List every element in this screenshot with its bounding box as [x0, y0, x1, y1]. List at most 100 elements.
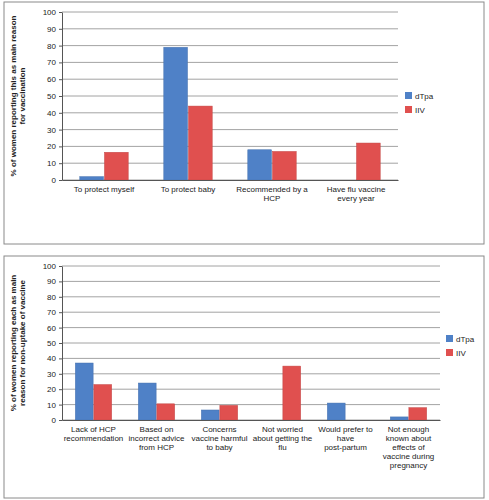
bar: [157, 404, 175, 420]
x-tick: Recommended by aHCP: [236, 180, 308, 203]
tick-mark: [59, 389, 62, 390]
tick-label: 0: [52, 176, 57, 185]
legend-label: dTpa: [456, 335, 475, 344]
label-line: recommendation: [64, 434, 124, 443]
legend-swatch: [446, 335, 453, 342]
bar: [94, 385, 112, 420]
tick-mark: [59, 281, 62, 282]
x-tick: Not worriedabout getting theflu: [253, 420, 313, 452]
tick-label: Concernsvaccine harmfulto baby: [191, 425, 247, 452]
tick-mark: [59, 266, 62, 267]
axis-line: [63, 420, 441, 421]
label-line: Based on: [140, 425, 174, 434]
y-tick: 100: [43, 8, 62, 17]
label-line: from HCP: [139, 443, 174, 452]
grid-line: [62, 404, 440, 405]
tick-label: 40: [47, 109, 56, 118]
axis-line: [62, 13, 63, 181]
label-line: To protect myself: [74, 185, 135, 194]
grid-line: [62, 358, 440, 359]
grid-line: [62, 79, 398, 80]
grid-line: [62, 146, 398, 147]
tick-label: 90: [47, 277, 56, 286]
label-line: for vaccination: [18, 67, 27, 124]
x-tick: Concernsvaccine harmfulto baby: [191, 420, 247, 452]
y-tick: 0: [52, 416, 62, 425]
legend-swatch: [405, 106, 412, 113]
tick-mark: [59, 62, 62, 63]
label-line: Would prefer to: [318, 425, 373, 434]
tick-mark: [59, 405, 62, 406]
tick-label: 40: [47, 354, 56, 363]
grid-line: [62, 96, 398, 97]
label-line: Not enough: [388, 425, 429, 434]
legend: dTpaIIV: [446, 335, 475, 358]
y-tick: 80: [47, 293, 62, 302]
y-tick: 70: [47, 308, 62, 317]
tick-mark: [59, 328, 62, 329]
label-line: effects of: [392, 443, 425, 452]
grid-line: [62, 62, 398, 63]
y-tick: 30: [47, 126, 62, 135]
grid-line: [62, 281, 440, 282]
label-line: to baby: [206, 443, 232, 452]
tick-label: 10: [47, 401, 56, 410]
grid-line: [62, 312, 440, 313]
y-axis: 0102030405060708090100: [43, 262, 63, 425]
tick-label: 30: [47, 126, 56, 135]
label-line: % of women reporting this as main reason: [9, 15, 18, 176]
tick-mark: [59, 29, 62, 30]
tick-label: 90: [47, 25, 56, 34]
grid-line: [62, 45, 398, 46]
tick-label: Not enoughknown abouteffects ofvaccine d…: [383, 425, 435, 471]
tick-mark: [59, 343, 62, 344]
label-line: % of women reporting each as main: [9, 275, 18, 412]
bar: [164, 47, 188, 180]
bar: [75, 363, 93, 420]
bar: [283, 366, 301, 420]
label-line: pregnancy: [390, 461, 427, 470]
tick-label: Not worriedabout getting theflu: [253, 425, 313, 452]
bars: [80, 47, 380, 180]
bar: [390, 417, 408, 420]
tick-mark: [59, 358, 62, 359]
grid-line: [62, 420, 440, 421]
label-line: Concerns: [202, 425, 236, 434]
x-tick: To protect myself: [74, 180, 135, 194]
tick-mark: [59, 113, 62, 114]
bar: [409, 408, 427, 420]
grid-line: [62, 129, 398, 130]
label-line: have: [337, 434, 355, 443]
tick-label: Recommended by aHCP: [236, 185, 308, 203]
tick-mark: [59, 312, 62, 313]
y-axis-title: % of women reporting this as main reason…: [9, 15, 27, 176]
label-line: every year: [337, 194, 375, 203]
y-axis: 0102030405060708090100: [43, 8, 63, 185]
y-tick: 10: [47, 401, 62, 410]
y-tick: 20: [47, 385, 62, 394]
grid-line: [62, 343, 440, 344]
tick-label: 80: [47, 42, 56, 51]
tick-label: 100: [43, 8, 57, 17]
bars: [75, 363, 426, 420]
chart-panel: 0102030405060708090100To protect myselfT…: [4, 2, 484, 244]
y-tick: 30: [47, 370, 62, 379]
grid: [62, 266, 440, 420]
tick-label: 60: [47, 75, 56, 84]
y-tick: 50: [47, 92, 62, 101]
grid-line: [62, 389, 440, 390]
y-tick: 60: [47, 324, 62, 333]
label-line: Lack of HCP: [71, 425, 116, 434]
bar: [80, 177, 104, 180]
label-line: post-partum: [324, 443, 367, 452]
tick-label: Lack of HCPrecommendation: [64, 425, 124, 443]
label-line: HCP: [264, 194, 281, 203]
y-tick: 90: [47, 25, 62, 34]
legend: dTpaIIV: [405, 92, 434, 115]
label-line: reason for non-uptake of vaccine: [18, 280, 27, 406]
label-line: known about: [386, 434, 432, 443]
grid-line: [62, 296, 440, 297]
tick-mark: [59, 420, 62, 421]
legend-swatch: [446, 349, 453, 356]
tick-mark: [59, 12, 62, 13]
